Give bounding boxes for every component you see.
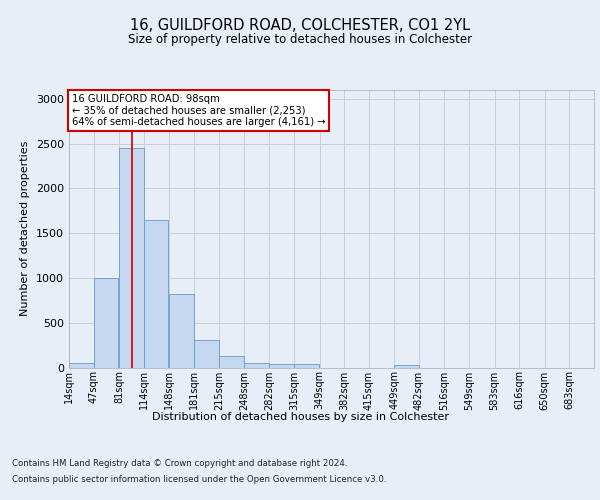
Bar [194,340,218,367]
Text: 16 GUILDFORD ROAD: 98sqm
← 35% of detached houses are smaller (2,253)
64% of sem: 16 GUILDFORD ROAD: 98sqm ← 35% of detach… [71,94,325,128]
Bar [169,294,194,368]
Bar [94,278,118,368]
Bar [69,362,94,368]
Text: 16, GUILDFORD ROAD, COLCHESTER, CO1 2YL: 16, GUILDFORD ROAD, COLCHESTER, CO1 2YL [130,18,470,32]
Bar [119,148,144,368]
Bar [269,364,294,368]
Bar [144,220,169,368]
Text: Distribution of detached houses by size in Colchester: Distribution of detached houses by size … [151,412,449,422]
Bar [220,356,244,368]
Y-axis label: Number of detached properties: Number of detached properties [20,141,31,316]
Bar [394,366,419,368]
Text: Size of property relative to detached houses in Colchester: Size of property relative to detached ho… [128,32,472,46]
Bar [244,363,269,368]
Bar [294,364,319,368]
Text: Contains public sector information licensed under the Open Government Licence v3: Contains public sector information licen… [12,475,386,484]
Text: Contains HM Land Registry data © Crown copyright and database right 2024.: Contains HM Land Registry data © Crown c… [12,458,347,468]
